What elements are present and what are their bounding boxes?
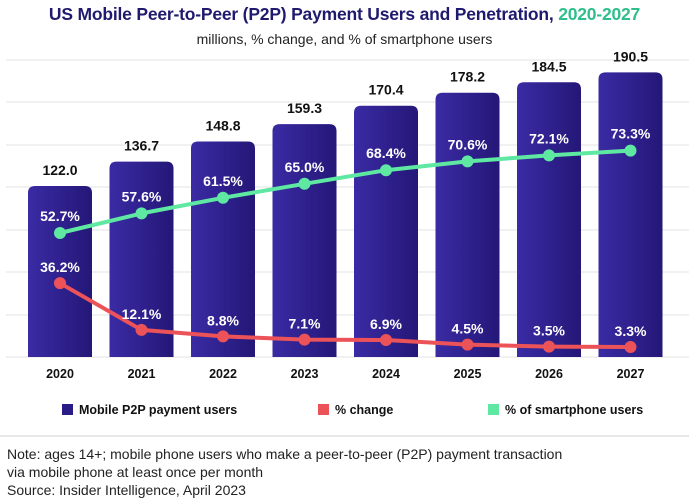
legend-label-0: Mobile P2P payment users — [79, 403, 237, 417]
penetration-label-2022: 61.5% — [203, 173, 243, 189]
change-line — [58, 281, 633, 349]
chart-header: US Mobile Peer-to-Peer (P2P) Payment Use… — [0, 4, 689, 47]
bar-value-label-2027: 190.5 — [613, 48, 648, 64]
source-line: Source: Insider Intelligence, April 2023 — [7, 482, 246, 498]
bar-2026 — [517, 82, 581, 357]
x-tick-2024: 2024 — [372, 367, 400, 381]
change-label-2023: 7.1% — [289, 316, 321, 332]
bar-value-label-2020: 122.0 — [42, 162, 77, 178]
legend-swatch-2 — [488, 404, 499, 415]
bar-value-label-2024: 170.4 — [368, 82, 403, 98]
penetration-point-2026 — [543, 149, 555, 162]
penetration-point-2022 — [217, 191, 229, 204]
penetration-point-2021 — [135, 207, 148, 220]
penetration-label-2023: 65.0% — [285, 159, 325, 175]
bar-value-label-2025: 178.2 — [450, 69, 485, 85]
bar-value-label-2022: 148.8 — [205, 118, 240, 134]
x-axis-tick-labels: 2020 2021 2022 2023 2024 2025 2026 2027 — [46, 367, 644, 381]
x-tick-2027: 2027 — [617, 367, 645, 381]
legend-item-0: Mobile P2P payment users — [62, 403, 237, 417]
change-point-2025 — [461, 338, 474, 351]
bar-value-label-2026: 184.5 — [531, 58, 566, 74]
bar-value-label-2021: 136.7 — [124, 138, 159, 154]
change-label-2027: 3.3% — [615, 323, 647, 339]
legend-item-2: % of smartphone users — [488, 403, 643, 417]
penetration-line — [58, 148, 633, 235]
legend-label-1: % change — [335, 403, 393, 417]
x-tick-2025: 2025 — [454, 367, 482, 381]
penetration-label-2024: 68.4% — [366, 145, 406, 161]
change-label-2020: 36.2% — [40, 259, 80, 275]
penetration-point-2025 — [461, 155, 474, 168]
bar-2027 — [598, 72, 663, 357]
penetration-label-2025: 70.6% — [448, 136, 488, 152]
chart-note: Note: ages 14+; mobile phone users who m… — [7, 445, 687, 499]
change-label-2024: 6.9% — [370, 316, 402, 332]
change-point-2024 — [380, 334, 392, 347]
legend-swatch-0 — [62, 404, 73, 415]
x-tick-2023: 2023 — [291, 367, 319, 381]
penetration-label-2027: 73.3% — [611, 126, 651, 142]
penetration-point-2020 — [54, 227, 66, 239]
note-line-1: Note: ages 14+; mobile phone users who m… — [7, 446, 563, 462]
chart-title-main: US Mobile Peer-to-Peer (P2P) Payment Use… — [48, 4, 554, 24]
note-line-2: via mobile phone at least once per month — [7, 464, 264, 480]
change-point-2022 — [217, 330, 229, 343]
change-point-2027 — [624, 341, 637, 353]
penetration-point-2023 — [298, 177, 311, 190]
chart-title: US Mobile Peer-to-Peer (P2P) Payment Use… — [0, 4, 689, 25]
penetration-point-2027 — [624, 144, 637, 157]
penetration-point-2024 — [380, 164, 392, 177]
legend-swatch-1 — [318, 404, 329, 415]
legend-label-2: % of smartphone users — [505, 403, 643, 417]
bar-value-label-2023: 159.3 — [287, 100, 322, 116]
series-lines — [54, 144, 637, 353]
change-point-2023 — [298, 333, 311, 346]
change-label-2025: 4.5% — [452, 321, 484, 337]
x-tick-2022: 2022 — [209, 367, 237, 381]
change-label-2022: 8.8% — [207, 312, 239, 328]
change-point-2020 — [54, 277, 66, 290]
legend: Mobile P2P payment users % change % of sma… — [0, 403, 689, 437]
change-label-2026: 3.5% — [533, 323, 565, 339]
x-tick-2026: 2026 — [535, 367, 563, 381]
legend-item-1: % change — [318, 403, 393, 417]
x-tick-2021: 2021 — [128, 367, 156, 381]
x-tick-2020: 2020 — [46, 367, 74, 381]
chart-title-years: 2020-2027 — [558, 4, 641, 24]
change-point-2021 — [135, 323, 148, 336]
change-point-2026 — [543, 340, 555, 353]
data-labels: 122.0 136.7 148.8 159.3 170.4 178.2 184.5 190.5… — [40, 48, 651, 339]
bar-2025 — [435, 92, 500, 357]
penetration-label-2020: 52.7% — [40, 208, 80, 224]
penetration-label-2026: 72.1% — [529, 130, 569, 146]
chart-subtitle: millions, % change, and % of smartphone … — [196, 31, 493, 47]
change-label-2021: 12.1% — [122, 306, 162, 322]
penetration-label-2021: 57.6% — [122, 188, 162, 204]
